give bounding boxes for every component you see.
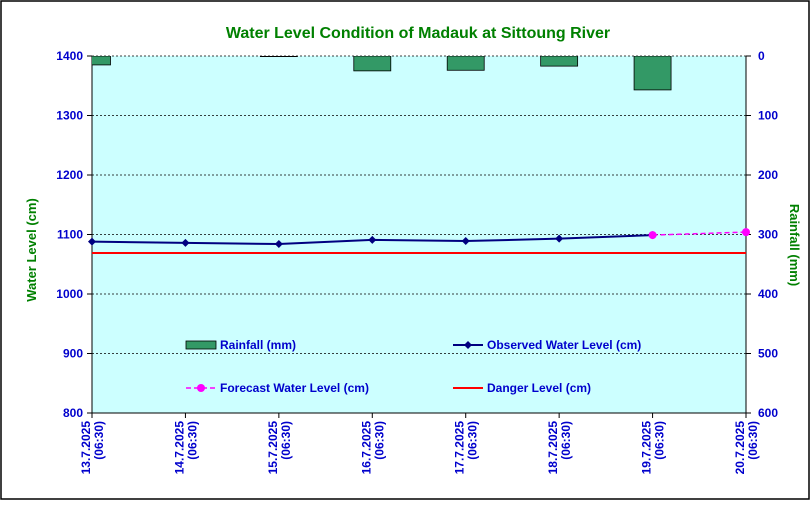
legend-label: Forecast Water Level (cm) — [220, 381, 369, 395]
rainfall-bar — [353, 56, 392, 72]
y-tick-label: 1300 — [56, 109, 83, 123]
x-tick-label: 16.7.2025(06:30) — [359, 421, 386, 475]
y-tick-label: 1200 — [56, 168, 83, 182]
y-axis-label: Water Level (cm) — [24, 198, 39, 302]
y-tick-label: 900 — [63, 347, 83, 361]
legend-swatch — [185, 340, 217, 350]
legend-label: Danger Level (cm) — [487, 381, 591, 395]
observed-marker — [181, 238, 190, 247]
x-tick-label: 13.7.2025(06:30) — [79, 421, 106, 475]
legend-label: Rainfall (mm) — [220, 338, 296, 352]
y-tick-label: 800 — [63, 406, 83, 420]
chart-title: Water Level Condition of Madauk at Sitto… — [226, 25, 610, 42]
y-tick-label: 1400 — [56, 49, 83, 63]
observed-marker — [461, 237, 470, 246]
x-tick-label: 20.7.2025(06:30) — [733, 421, 760, 475]
rainfall-bar — [259, 56, 298, 57]
rainfall-bar — [446, 56, 485, 71]
y2-tick-label: 300 — [758, 228, 778, 242]
rainfall-bar — [92, 56, 111, 66]
forecast-marker — [742, 228, 750, 237]
x-tick-label: 19.7.2025(06:30) — [640, 421, 667, 475]
observed-marker — [368, 235, 377, 244]
y-tick-label: 1100 — [57, 228, 83, 242]
y2-tick-label: 100 — [758, 109, 778, 123]
plot-layer: 800 900 1000 1100 1200 1300 1400 0 100 200 300 400 5… — [56, 49, 778, 474]
observed-marker — [555, 234, 564, 243]
legend-marker — [197, 384, 205, 392]
legend-marker — [464, 341, 472, 349]
y2-tick-label: 600 — [758, 406, 778, 420]
y2-tick-label: 500 — [758, 347, 778, 361]
rainfall-bar — [540, 56, 579, 67]
observed-marker — [88, 237, 96, 246]
x-tick-label: 18.7.2025(06:30) — [546, 421, 573, 475]
observed-marker — [274, 240, 283, 249]
x-tick-label: 17.7.2025(06:30) — [453, 421, 480, 475]
y2-tick-label: 200 — [758, 168, 778, 182]
forecast-marker — [648, 231, 657, 240]
y2-tick-label: 400 — [758, 287, 778, 301]
rainfall-bar — [633, 56, 672, 91]
x-tick-label: 15.7.2025(06:30) — [266, 421, 293, 475]
y2-axis-label: Rainfall (mm) — [787, 204, 802, 286]
y2-tick-label: 0 — [758, 49, 765, 63]
x-tick-label: 14.7.2025(06:30) — [172, 421, 199, 475]
legend-label: Observed Water Level (cm) — [487, 338, 641, 352]
y-tick-label: 1000 — [56, 287, 83, 301]
